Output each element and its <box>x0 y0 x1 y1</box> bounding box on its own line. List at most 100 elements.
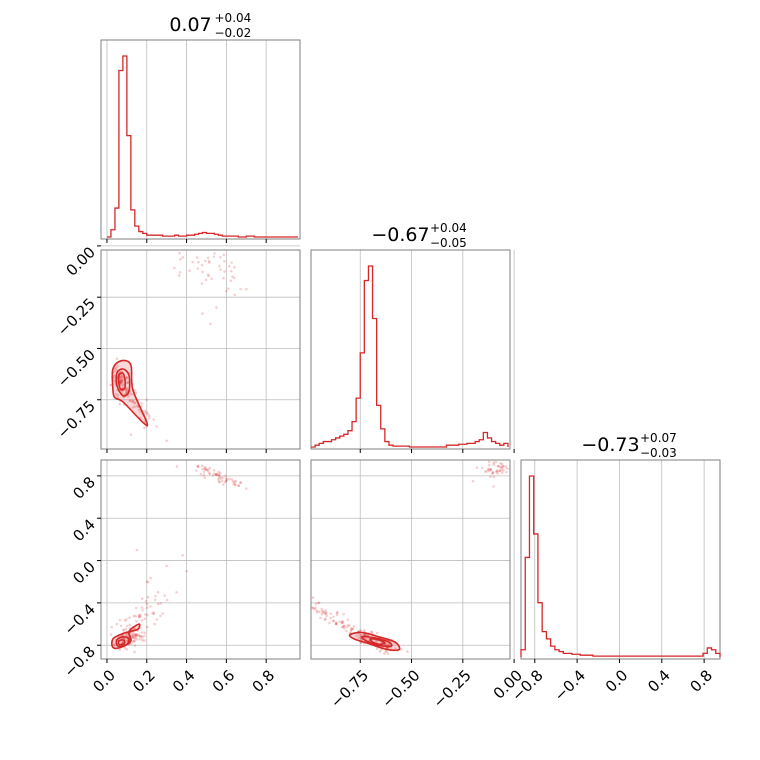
scatter-1-point <box>115 622 119 626</box>
scatter-2-point <box>498 469 502 473</box>
scatter-1-point <box>196 465 199 468</box>
scatter-2-point <box>352 625 356 628</box>
scatter-0-point <box>124 388 128 391</box>
scatter-0-point <box>124 376 128 380</box>
scatter-1-point <box>202 473 206 477</box>
scatter-1-point <box>203 467 207 470</box>
scatter-2-point <box>342 625 345 629</box>
scatter-1-point <box>135 633 138 636</box>
scatter-1-point <box>140 634 143 638</box>
scatter-0-point <box>134 391 138 395</box>
scatter-0-point <box>233 266 236 269</box>
scatter-2-point <box>355 634 358 638</box>
scatter-2-point <box>338 620 342 624</box>
scatter-1-point <box>152 612 156 616</box>
scatter-2-point <box>340 620 344 624</box>
scatter-1-point <box>125 633 128 637</box>
scatter-2-point <box>331 619 335 622</box>
scatter-1-point <box>224 479 228 482</box>
scatter-0-point <box>179 257 182 261</box>
scatter-panel-2 <box>310 459 515 663</box>
scatter-1-point <box>152 611 155 614</box>
scatter-2-contour-1 <box>361 635 393 648</box>
scatter-2-point <box>384 650 387 653</box>
scatter-2-point <box>314 606 317 610</box>
scatter-0-contour-1 <box>115 368 131 397</box>
scatter-0-point <box>119 381 123 384</box>
scatter-1-point <box>215 472 218 476</box>
scatter-0-point <box>223 259 226 263</box>
scatter-1-point <box>225 477 228 480</box>
scatter-1-point <box>217 478 220 481</box>
scatter-1-point <box>156 590 160 594</box>
scatter-0-point <box>118 402 122 406</box>
scatter-1-point <box>131 635 134 638</box>
scatter-0-point <box>113 370 117 373</box>
scatter-2-point <box>487 467 490 471</box>
scatter-2-point <box>385 643 388 647</box>
scatter-0-point <box>204 278 208 282</box>
scatter-1-point <box>214 473 218 476</box>
scatter-2-point <box>341 620 345 623</box>
scatter-1-point <box>143 617 147 621</box>
scatter-1-point <box>175 591 178 594</box>
scatter-1-point <box>207 471 211 475</box>
scatter-2-point <box>387 643 390 646</box>
scatter-0-point <box>232 276 236 280</box>
scatter-1-point <box>219 477 223 481</box>
scatter-2-point <box>492 485 495 488</box>
scatter-0-point <box>125 390 129 394</box>
scatter-1-point <box>122 629 126 632</box>
scatter-0-point <box>213 252 216 255</box>
scatter-2-contour-2 <box>369 637 386 646</box>
scatter-2-point <box>342 624 346 628</box>
scatter-0-point <box>144 409 147 412</box>
y-ticklabel-row2-2: 0.0 <box>69 558 99 588</box>
scatter-2-point <box>475 466 479 469</box>
scatter-0-point <box>120 375 124 379</box>
scatter-1-point <box>134 606 138 610</box>
scatter-1-point <box>123 646 127 650</box>
scatter-0-point <box>173 266 176 270</box>
scatter-1-point <box>154 594 157 598</box>
scatter-0-point <box>145 398 149 402</box>
scatter-2-contour-0 <box>348 631 401 652</box>
scatter-2-point <box>489 468 493 472</box>
x-ticklabel-col0-2: 0.4 <box>169 666 199 696</box>
scatter-0-point <box>207 259 211 263</box>
scatter-1-point <box>239 481 242 485</box>
x-ticklabel-col2-3: 0.4 <box>644 666 674 696</box>
scatter-0-point <box>200 263 204 267</box>
scatter-0-point <box>146 412 150 416</box>
hist-panel-2: −0.73 +0.07−0.03 <box>520 431 721 663</box>
scatter-2-point <box>406 650 409 653</box>
scatter-0-point <box>195 256 199 259</box>
scatter-0-point <box>132 399 135 403</box>
scatter-1-point <box>140 597 144 600</box>
scatter-0-point <box>121 379 124 383</box>
scatter-2-point <box>329 616 332 620</box>
scatter-1-point <box>133 627 137 630</box>
scatter-1-point <box>231 480 235 483</box>
scatter-0-point <box>119 380 122 384</box>
scatter-0-point <box>119 377 122 380</box>
scatter-0-point <box>209 322 212 326</box>
scatter-0-point <box>201 270 204 274</box>
scatter-1-point <box>125 648 129 651</box>
scatter-1-point <box>153 622 157 626</box>
scatter-1-point <box>165 564 168 568</box>
x-ticklabel-col0-0: 0.0 <box>89 666 119 696</box>
scatter-0-point <box>201 312 204 315</box>
scatter-0-point <box>143 426 146 430</box>
scatter-1-point <box>237 484 240 488</box>
scatter-0-point <box>114 392 118 396</box>
scatter-1-point <box>161 612 164 615</box>
scatter-2-point <box>317 601 321 605</box>
x-ticklabel-col0-1: 0.2 <box>129 666 159 696</box>
scatter-0-point <box>121 390 124 393</box>
scatter-1-point <box>206 468 210 471</box>
scatter-1-point <box>195 469 198 472</box>
scatter-0-point <box>116 393 120 397</box>
scatter-0-point <box>119 381 123 385</box>
